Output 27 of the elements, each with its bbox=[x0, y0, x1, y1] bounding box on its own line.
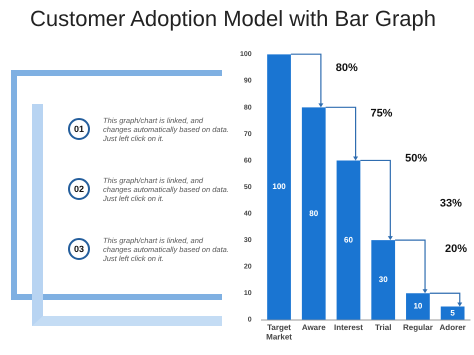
bar bbox=[371, 240, 396, 320]
annotation: 20% bbox=[444, 242, 468, 255]
bar bbox=[267, 54, 291, 320]
data-label: 30 bbox=[378, 275, 388, 284]
bar bbox=[302, 107, 326, 320]
x-tick-label: Target Market bbox=[266, 322, 292, 342]
x-tick-label: Aware bbox=[302, 322, 326, 332]
data-label: 10 bbox=[413, 302, 423, 311]
data-label: 80 bbox=[309, 208, 319, 218]
circle-badge: 01 bbox=[68, 118, 90, 140]
bar bbox=[440, 306, 465, 320]
x-tick-label: Interest bbox=[334, 322, 364, 332]
bar bbox=[406, 293, 430, 320]
circle-badge: 03 bbox=[68, 238, 90, 260]
annotation: 80% bbox=[336, 62, 358, 74]
annotation: 75% bbox=[370, 107, 393, 120]
annotation: 33% bbox=[440, 198, 462, 210]
data-label: 5 bbox=[450, 308, 456, 318]
circle-badge: 02 bbox=[68, 178, 90, 200]
x-tick-label: Trial bbox=[374, 322, 392, 332]
data-label: 60 bbox=[344, 235, 354, 244]
chart-title: Customer Adoption Model with Bar Graph bbox=[30, 6, 436, 32]
x-tick-label: Regular bbox=[403, 322, 433, 332]
data-label: 100 bbox=[272, 182, 286, 192]
annotation: 50% bbox=[405, 152, 428, 165]
x-tick-label: Adorer bbox=[440, 322, 466, 332]
bar bbox=[336, 160, 360, 320]
